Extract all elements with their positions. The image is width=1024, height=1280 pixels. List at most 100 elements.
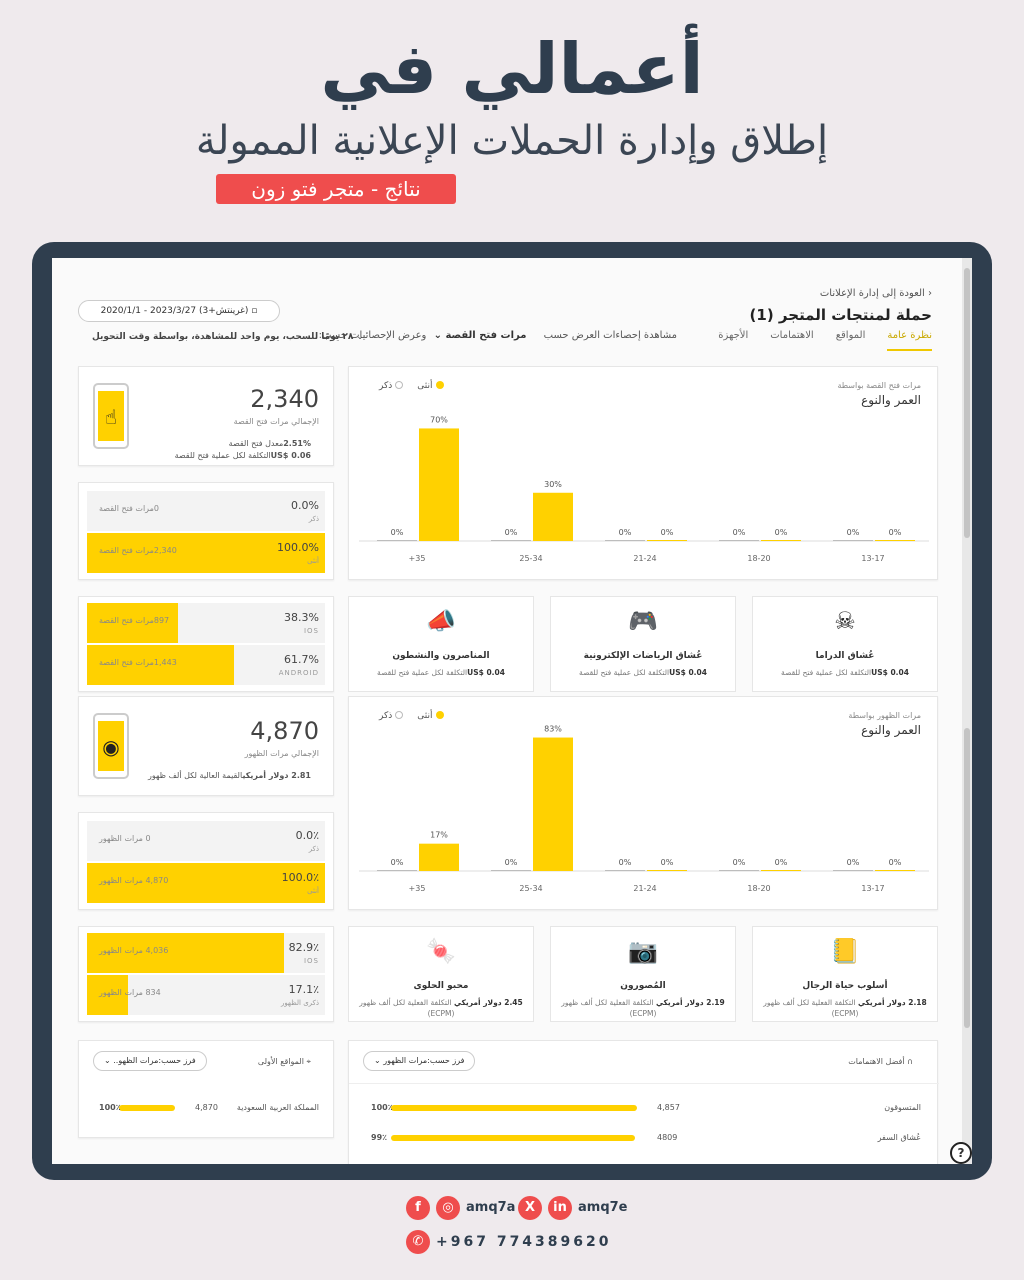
phone-illustration: ◉ (93, 713, 129, 779)
linkedin-icon[interactable]: in (548, 1196, 572, 1220)
bar-male-18-20 (719, 540, 759, 541)
mask-icon: ☠ (834, 607, 856, 635)
handle-1: amq7a (466, 1200, 516, 1215)
os-card-2: 4,036 مرات الظهور 82.9٪ IOS 834 مرات الظ… (78, 926, 334, 1022)
camera-icon: 📷 (628, 937, 658, 965)
female-bar: 2,340مرات فتح القصة (87, 533, 325, 573)
help-button[interactable]: ? (950, 1142, 972, 1164)
android-bar-fill (87, 645, 234, 685)
legend-male[interactable]: ذكر (379, 381, 404, 391)
impressions-card: ◉ 4,870 الإجمالي مرات الظهور 2.81 دولار … (78, 696, 334, 796)
age-gender-chart-1: مرات فتح القصة بواسطة العمر والنوع أنثى … (348, 366, 938, 580)
tab-interests[interactable]: الاهتمامات (770, 330, 814, 341)
tab-overview[interactable]: نظرة عامة (887, 330, 932, 351)
instagram-icon[interactable]: ◎ (436, 1196, 460, 1220)
metric-dropdown[interactable]: مرات فتح القصة ⌄ (433, 330, 527, 341)
interest-card-4[interactable]: 🍬 محبو الحلوى 2.45 دولار أمريكي التكلفة … (348, 926, 534, 1022)
tab-devices[interactable]: الأجهزة (718, 330, 749, 341)
tick-label-18-20: 18-20 (747, 554, 770, 563)
os-card: 897مرات فتح القصة 38.3% IOS 1,443مرات فت… (78, 596, 334, 692)
facebook-icon[interactable]: f (406, 1196, 430, 1220)
sort-dropdown-locations[interactable]: فرز حسب:مرات الظهو.. ⌄ (93, 1051, 207, 1071)
campaign-title: حملة لمنتجات المتجر (1) (749, 306, 932, 324)
female-label: أنثى (307, 887, 319, 895)
gamepad-icon: 🎮 (628, 607, 658, 635)
phone-number: +967 774389620 (436, 1234, 612, 1250)
hero-banner: أعمالي في إطلاق وإدارة الحملات الإعلانية… (0, 0, 1024, 230)
chevron-right-icon: ‹ (924, 288, 932, 299)
ios-bar: 897مرات فتح القصة (87, 603, 325, 643)
whatsapp-icon[interactable]: ✆ (406, 1230, 430, 1254)
legend-female[interactable]: أنثى (417, 381, 444, 391)
interest-card-3[interactable]: ☠ عُشاق الدراما US$ 0.04التكلفة لكل عملي… (752, 596, 938, 692)
bar-female-+35 (419, 843, 459, 871)
back-link[interactable]: ‹ العودة إلى إدارة الإعلانات (819, 288, 932, 299)
hero-tagline: نتائج - متجر فتو زون (216, 174, 456, 204)
android-label: ذكرى الظهور (280, 999, 319, 1007)
legend-female[interactable]: أنثى (417, 711, 444, 721)
cpm-value: 2.81 دولار أمريكيالقيمة العالية لكل ألف … (148, 771, 311, 780)
scrollbar[interactable] (962, 258, 972, 1164)
label-male-+35: 0% (391, 528, 404, 537)
question-icon: ? (957, 1146, 965, 1160)
total-label: الإجمالي مرات فتح القصة (233, 417, 319, 426)
bar-male-21-24 (605, 870, 645, 871)
bar-chart-svg: 70% 0% +35 30% 0% 25-34 0% 0% 21-24 0% 0% 18-20 0% 0%… (359, 415, 929, 563)
attribution-dropdown[interactable]: ⌄ ٢٨ يومًا للسحب، يوم واحد للمشاهدة، بوا… (92, 332, 364, 342)
chart-legend: أنثى ذكر (379, 381, 444, 391)
bar-female-21-24 (647, 870, 687, 871)
stats-selector: مشاهدة إحصاءات العرض حسب مرات فتح القصة … (318, 330, 677, 341)
sort-dropdown-interests[interactable]: فرز حسب:مرات الظهور ⌄ (363, 1051, 476, 1071)
legend-male[interactable]: ذكر (379, 711, 404, 721)
country-pct: 100٪ (99, 1103, 121, 1112)
top-interests-card: ∩ أفضل الاهتمامات فرز حسب:مرات الظهور ⌄ … (348, 1040, 939, 1164)
male-bar: 0 مرات الظهور (87, 821, 325, 861)
android-bar-fill (87, 975, 128, 1015)
male-label: ذكر (308, 845, 319, 853)
pin-icon: ⌖ (303, 1057, 311, 1066)
tick-label-+35: +35 (409, 554, 426, 563)
eye-icon: ◉ (102, 735, 120, 759)
interest-card-1[interactable]: 📣 المناصرون والنشطون US$ 0.04التكلفة لكل… (348, 596, 534, 692)
country-value: 4,870 (195, 1103, 218, 1112)
tab-locations[interactable]: المواقع (835, 330, 866, 341)
ios-pct: 38.3% (284, 611, 319, 624)
android-bar: 834 مرات الظهور (87, 975, 325, 1015)
tick-label-13-17: 13-17 (861, 554, 884, 563)
chart-subtitle: العمر والنوع (861, 723, 921, 737)
book-icon: 📒 (830, 937, 860, 965)
interest-card-2[interactable]: 🎮 عُشاق الرياضات الإلكترونية US$ 0.04الت… (550, 596, 736, 692)
tick-label-21-24: 21-24 (633, 554, 656, 563)
country-bar (119, 1105, 175, 1111)
date-range-picker[interactable]: 2020/1/1 - 2023/3/27 (غرينتش+3) ▫ (78, 300, 280, 322)
chart-title: مرات الظهور بواسطة (848, 711, 921, 720)
story-opens-card: ☝ 2,340 الإجمالي مرات فتح القصة 2.51%معد… (78, 366, 334, 466)
label-female-13-17: 0% (889, 858, 902, 867)
chart-title: مرات فتح القصة بواسطة (837, 381, 921, 390)
ios-pct: 82.9٪ (288, 941, 319, 954)
total-story-opens: 2,340 (250, 385, 319, 413)
tick-label-13-17: 13-17 (861, 884, 884, 893)
interest-card-6[interactable]: 📒 أسلوب حياة الرجال 2.18 دولار أمريكي ال… (752, 926, 938, 1022)
female-pct: 100.0% (277, 541, 319, 554)
bar-chart-svg: 17% 0% +35 83% 0% 25-34 0% 0% 21-24 0% 0% 18-20 0% 0%… (359, 725, 929, 893)
android-pct: 61.7% (284, 653, 319, 666)
bar-male-18-20 (719, 870, 759, 871)
scrollbar-thumb[interactable] (964, 728, 970, 1028)
age-gender-chart-2: مرات الظهور بواسطة العمر والنوع أنثى ذكر… (348, 696, 938, 910)
label-female-+35: 17% (430, 831, 448, 840)
label-female-18-20: 0% (775, 528, 788, 537)
phone-illustration: ☝ (93, 383, 129, 449)
x-icon[interactable]: X (518, 1196, 542, 1220)
ads-dashboard: ‹ العودة إلى إدارة الإعلانات حملة لمنتجا… (52, 258, 972, 1164)
bar-male-25-34 (491, 540, 531, 541)
male-pct: 0.0% (291, 499, 319, 512)
country-name: المملكة العربية السعودية (236, 1103, 319, 1112)
interest-row-pct: 100٪ (371, 1103, 393, 1112)
interest-card-5[interactable]: 📷 المُصورون 2.19 دولار أمريكي التكلفة ال… (550, 926, 736, 1022)
scrollbar-thumb-top[interactable] (964, 268, 970, 538)
interest-row-bar (391, 1135, 635, 1141)
bar-male-21-24 (605, 540, 645, 541)
tick-label-25-34: 25-34 (519, 554, 542, 563)
interest-row-name: عُشاق السفر (877, 1133, 921, 1142)
